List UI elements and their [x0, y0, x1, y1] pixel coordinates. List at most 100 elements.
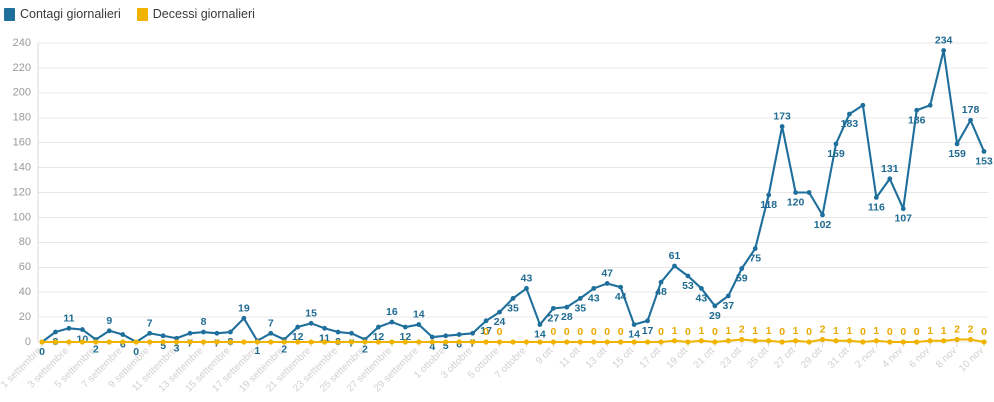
data-point[interactable]	[120, 332, 126, 337]
data-point[interactable]	[295, 324, 301, 330]
data-point[interactable]	[200, 339, 207, 345]
data-point[interactable]	[443, 339, 449, 345]
data-point[interactable]	[496, 339, 503, 345]
data-point[interactable]	[941, 48, 947, 53]
data-point[interactable]	[698, 338, 705, 344]
data-point[interactable]	[537, 322, 543, 327]
data-point[interactable]	[53, 329, 58, 335]
data-point[interactable]	[941, 338, 947, 344]
data-point[interactable]	[79, 327, 85, 332]
data-point[interactable]	[833, 141, 839, 147]
data-point[interactable]	[416, 322, 422, 327]
data-point[interactable]	[954, 141, 960, 147]
data-point[interactable]	[214, 330, 220, 336]
data-point[interactable]	[228, 329, 233, 335]
data-point[interactable]	[456, 332, 462, 337]
data-point[interactable]	[658, 279, 664, 285]
data-point[interactable]	[349, 330, 354, 336]
data-point[interactable]	[335, 339, 341, 345]
data-point[interactable]	[631, 339, 637, 345]
data-point[interactable]	[725, 338, 731, 344]
data-point[interactable]	[725, 293, 731, 299]
data-point[interactable]	[201, 329, 206, 335]
data-point[interactable]	[550, 339, 556, 345]
data-point[interactable]	[819, 336, 826, 343]
data-point[interactable]	[93, 339, 99, 345]
data-point[interactable]	[429, 339, 435, 345]
data-point[interactable]	[241, 339, 247, 345]
data-point[interactable]	[443, 333, 449, 339]
data-point[interactable]	[873, 195, 879, 200]
data-point[interactable]	[672, 263, 677, 269]
data-point[interactable]	[618, 284, 624, 290]
data-point[interactable]	[470, 330, 476, 336]
data-point[interactable]	[927, 338, 933, 344]
data-point[interactable]	[967, 336, 974, 343]
data-point[interactable]	[887, 176, 893, 182]
data-point[interactable]	[860, 102, 866, 108]
data-point[interactable]	[752, 338, 758, 344]
data-point[interactable]	[927, 102, 933, 108]
data-point[interactable]	[564, 304, 570, 310]
data-point[interactable]	[362, 339, 368, 345]
data-point[interactable]	[402, 324, 408, 330]
data-point[interactable]	[375, 339, 382, 345]
data-point[interactable]	[106, 339, 112, 345]
data-point[interactable]	[147, 330, 153, 336]
data-point[interactable]	[160, 333, 166, 339]
data-point[interactable]	[348, 339, 355, 345]
data-point[interactable]	[752, 246, 758, 251]
data-point[interactable]	[160, 339, 166, 345]
data-point[interactable]	[685, 273, 691, 279]
data-point[interactable]	[456, 339, 462, 345]
data-point[interactable]	[79, 339, 85, 345]
data-point[interactable]	[644, 339, 651, 345]
data-point[interactable]	[483, 339, 489, 345]
data-point[interactable]	[66, 339, 72, 345]
data-point[interactable]	[685, 339, 691, 345]
data-point[interactable]	[914, 339, 920, 345]
data-point[interactable]	[900, 206, 906, 212]
data-point[interactable]	[254, 339, 260, 345]
data-point[interactable]	[174, 335, 179, 341]
data-point[interactable]	[120, 339, 126, 345]
data-point[interactable]	[308, 339, 314, 345]
data-point[interactable]	[645, 318, 650, 324]
data-point[interactable]	[739, 266, 745, 271]
data-point[interactable]	[52, 339, 59, 345]
data-point[interactable]	[631, 322, 637, 327]
data-point[interactable]	[510, 339, 516, 345]
data-point[interactable]	[873, 338, 879, 344]
legend-item-contagi[interactable]: Contagi giornalieri	[4, 7, 121, 21]
data-point[interactable]	[376, 324, 381, 330]
legend-item-decessi[interactable]: Decessi giornalieri	[136, 7, 255, 21]
data-point[interactable]	[523, 339, 530, 345]
data-point[interactable]	[173, 339, 180, 345]
data-point[interactable]	[779, 339, 785, 345]
data-point[interactable]	[914, 107, 920, 113]
data-point[interactable]	[968, 117, 973, 123]
data-point[interactable]	[389, 339, 395, 345]
data-point[interactable]	[268, 330, 274, 336]
data-point[interactable]	[591, 286, 597, 291]
data-point[interactable]	[295, 339, 301, 345]
data-point[interactable]	[887, 339, 893, 345]
data-point[interactable]	[147, 339, 153, 345]
data-point[interactable]	[900, 339, 906, 345]
data-point[interactable]	[429, 334, 435, 340]
data-point[interactable]	[981, 339, 987, 345]
data-point[interactable]	[416, 339, 422, 345]
data-point[interactable]	[591, 339, 597, 345]
data-point[interactable]	[214, 339, 220, 345]
data-point[interactable]	[187, 330, 193, 336]
data-point[interactable]	[241, 315, 247, 321]
data-point[interactable]	[564, 339, 570, 345]
data-point[interactable]	[389, 319, 395, 325]
data-point[interactable]	[860, 339, 866, 345]
data-point[interactable]	[577, 296, 583, 301]
data-point[interactable]	[793, 338, 799, 344]
data-point[interactable]	[133, 339, 139, 345]
data-point[interactable]	[954, 336, 960, 343]
data-point[interactable]	[281, 339, 287, 345]
data-point[interactable]	[846, 338, 853, 344]
